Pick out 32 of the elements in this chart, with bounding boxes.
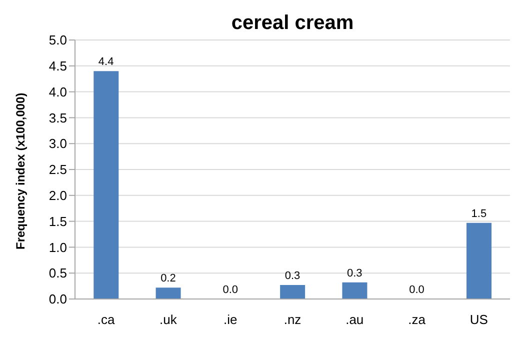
- bar: [466, 222, 492, 299]
- y-tick-label: 0.0: [48, 292, 67, 307]
- x-tick-label: US: [470, 312, 488, 328]
- data-label: 0.3: [284, 270, 300, 282]
- x-tick-label: .ie: [223, 312, 238, 328]
- x-tick-label: .uk: [160, 312, 178, 328]
- x-tick-label: .ca: [97, 312, 116, 328]
- y-tick-label: 1.5: [48, 214, 67, 229]
- chart-title: cereal cream: [230, 12, 355, 35]
- data-label: 0.0: [222, 284, 238, 296]
- y-tick-label: 2.5: [48, 162, 67, 178]
- y-tick-label: 1.0: [48, 240, 67, 255]
- data-label: 0.2: [160, 272, 176, 285]
- x-tick-label: .nz: [284, 312, 302, 328]
- data-label: 1.5: [471, 208, 487, 220]
- bar: [342, 282, 368, 299]
- y-tick-label: 4.5: [48, 58, 67, 74]
- bar: [94, 71, 119, 299]
- y-tick-label: 0.5: [48, 266, 67, 281]
- y-tick-label: 3.0: [48, 136, 67, 152]
- y-tick-label: 5.0: [48, 32, 67, 48]
- y-axis-title: Frequency index (x100,000): [13, 92, 28, 250]
- y-tick-label: 2.0: [48, 188, 67, 204]
- bar: [280, 285, 306, 299]
- y-tick-label: 4.0: [48, 84, 67, 100]
- data-label: 0.3: [346, 267, 362, 280]
- x-tick-label: .za: [408, 312, 426, 328]
- bar: [156, 288, 181, 299]
- data-label: 0.0: [409, 284, 424, 296]
- y-tick-label: 3.5: [48, 110, 67, 126]
- data-label: 4.4: [98, 56, 114, 68]
- x-tick-label: .au: [346, 312, 364, 328]
